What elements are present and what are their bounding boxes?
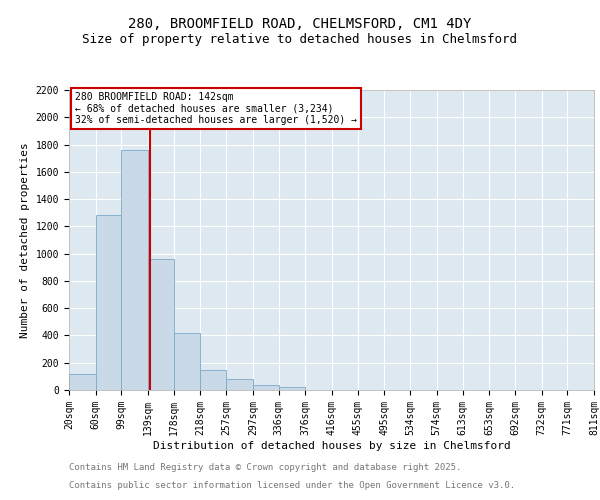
X-axis label: Distribution of detached houses by size in Chelmsford: Distribution of detached houses by size … xyxy=(152,440,511,450)
Bar xyxy=(253,384,279,390)
Text: 280 BROOMFIELD ROAD: 142sqm
← 68% of detached houses are smaller (3,234)
32% of : 280 BROOMFIELD ROAD: 142sqm ← 68% of det… xyxy=(76,92,358,124)
Bar xyxy=(148,259,174,390)
Bar xyxy=(121,150,148,390)
Text: Size of property relative to detached houses in Chelmsford: Size of property relative to detached ho… xyxy=(83,32,517,46)
Bar xyxy=(226,379,253,390)
Text: 280, BROOMFIELD ROAD, CHELMSFORD, CM1 4DY: 280, BROOMFIELD ROAD, CHELMSFORD, CM1 4D… xyxy=(128,18,472,32)
Bar xyxy=(279,388,305,390)
Text: Contains public sector information licensed under the Open Government Licence v3: Contains public sector information licen… xyxy=(69,481,515,490)
Y-axis label: Number of detached properties: Number of detached properties xyxy=(20,142,30,338)
Bar xyxy=(69,374,95,390)
Bar xyxy=(200,370,226,390)
Bar xyxy=(95,216,121,390)
Text: Contains HM Land Registry data © Crown copyright and database right 2025.: Contains HM Land Registry data © Crown c… xyxy=(69,464,461,472)
Bar xyxy=(174,332,200,390)
